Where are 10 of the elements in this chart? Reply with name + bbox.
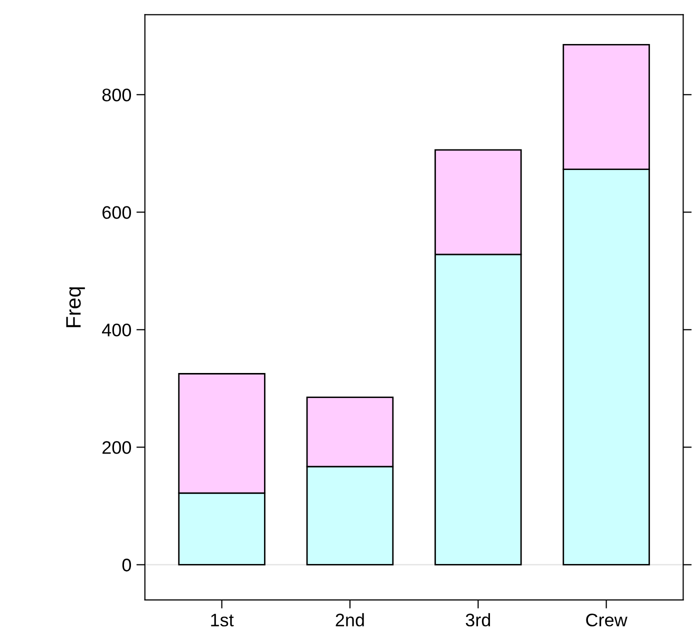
y-tick-label: 200: [102, 441, 131, 454]
y-tick-label: 400: [102, 324, 131, 336]
y-tick-label: 0: [122, 558, 131, 572]
x-tick-label: Crew: [586, 614, 628, 626]
y-tick-label: 800: [102, 88, 131, 102]
x-tick-label: 2nd: [336, 613, 364, 626]
x-tick-label: 3rd: [466, 613, 490, 626]
y-tick-label: 600: [102, 206, 131, 219]
x-tick-label: 1st: [211, 614, 234, 626]
y-axis-title: Freq: [66, 287, 85, 328]
